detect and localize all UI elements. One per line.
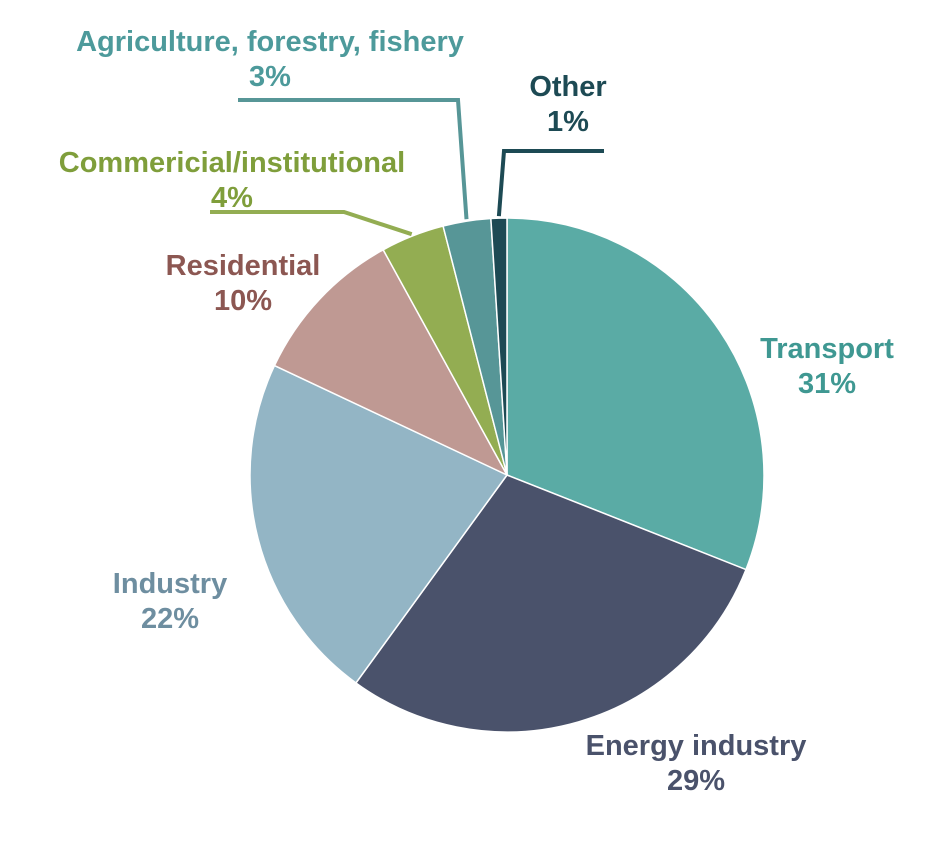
label-other: Other 1%	[529, 71, 606, 138]
slice-label-industry: Industry	[113, 568, 227, 600]
pie-slices	[249, 217, 765, 733]
leader-line-commercial-institutional	[210, 210, 413, 237]
slice-value-commercial-institutional: 4%	[211, 182, 253, 214]
leader-line-agriculture-forestry-fishery	[238, 98, 469, 220]
pie-slice-energy-industry	[354, 474, 747, 733]
label-residential: Residential 10%	[166, 250, 321, 317]
slice-value-agriculture-forestry-fishery: 3%	[249, 61, 291, 93]
pie-slice-transport	[506, 217, 765, 571]
pie-slice-residential	[273, 248, 509, 477]
slice-label-energy-industry: Energy industry	[586, 730, 807, 762]
slice-label-other: Other	[529, 71, 606, 103]
label-agriculture-forestry-fishery: Agriculture, forestry, fishery 3%	[76, 26, 464, 93]
slice-label-residential: Residential	[166, 250, 321, 282]
pie-slice-other	[490, 217, 508, 476]
slice-value-transport: 31%	[798, 368, 856, 400]
slice-value-residential: 10%	[214, 285, 272, 317]
slice-label-commercial-institutional: Commericial/institutional	[59, 147, 405, 179]
label-industry: Industry 22%	[113, 568, 227, 635]
label-commercial-institutional: Commericial/institutional 4%	[59, 147, 405, 214]
slice-value-industry: 22%	[141, 603, 199, 635]
label-energy-industry: Energy industry 29%	[586, 730, 807, 797]
leader-line-other	[496, 149, 604, 217]
slice-label-transport: Transport	[760, 333, 894, 365]
label-transport: Transport 31%	[760, 333, 894, 400]
slice-label-agriculture-forestry-fishery: Agriculture, forestry, fishery	[76, 26, 464, 58]
leader-lines	[210, 98, 604, 237]
slice-value-energy-industry: 29%	[667, 765, 725, 797]
slice-value-other: 1%	[547, 106, 589, 138]
